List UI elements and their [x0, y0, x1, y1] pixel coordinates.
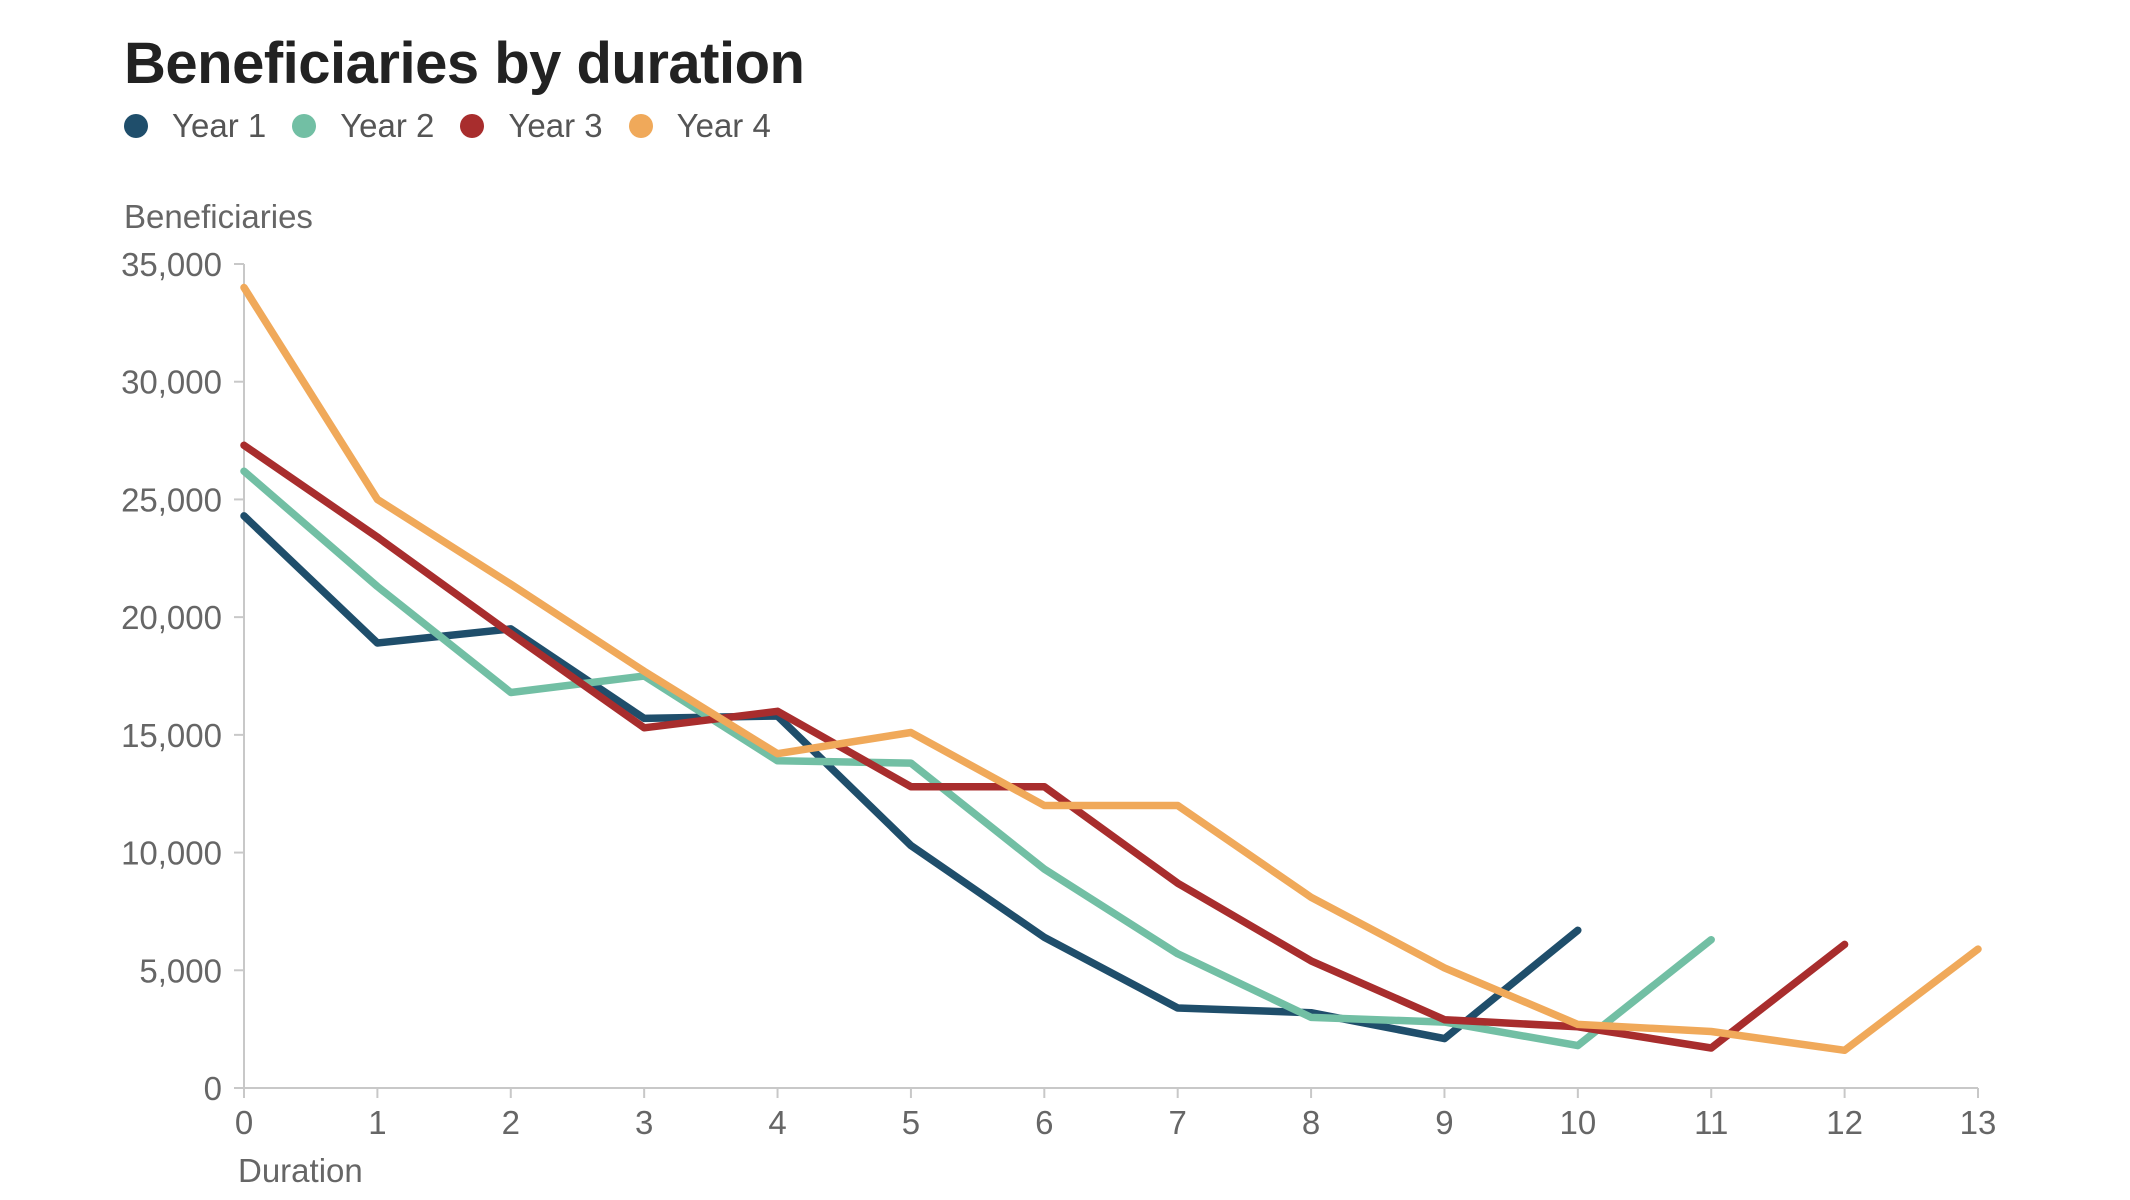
- x-tick-label: 9: [1435, 1104, 1453, 1141]
- legend-label: Year 1: [172, 107, 267, 144]
- series-line-year-2: [240, 467, 1715, 1050]
- legend-item-year-4: Year 4: [628, 107, 771, 145]
- series-line-year-3: [240, 441, 1849, 1052]
- y-tick-label: 35,000: [121, 246, 222, 283]
- y-tick-label: 0: [204, 1070, 222, 1107]
- legend-swatch: [460, 114, 485, 138]
- x-tick-label: 13: [1960, 1104, 1997, 1141]
- legend-item-year-2: Year 2: [292, 107, 434, 145]
- legend-label: Year 2: [340, 107, 435, 144]
- legend-swatch: [628, 114, 653, 138]
- legend-item-year-1: Year 1: [124, 107, 266, 145]
- y-tick-label: 15,000: [121, 717, 222, 754]
- series-line-year-1: [240, 512, 1582, 1043]
- x-tick-label: 2: [502, 1104, 520, 1141]
- legend-swatch: [124, 114, 148, 138]
- y-axis-title: Beneficiaries: [124, 198, 313, 235]
- x-tick-label: 6: [1035, 1104, 1053, 1141]
- y-tick-label: 5,000: [139, 952, 222, 989]
- x-tick-label: 3: [635, 1104, 653, 1141]
- x-tick-label: 0: [235, 1104, 253, 1141]
- x-tick-label: 7: [1169, 1104, 1187, 1141]
- y-tick-label: 25,000: [121, 481, 222, 518]
- y-tick-label: 10,000: [121, 835, 222, 872]
- x-axis: 0 1 2 3 4 5 6 7 8 9 10 11 12 13: [235, 1087, 1997, 1141]
- y-axis: 0 5,000 10,000 15,000 20,000 25,000 30,000 35,0…: [121, 246, 245, 1107]
- y-tick-label: 30,000: [121, 364, 222, 401]
- x-tick-label: 4: [768, 1104, 786, 1141]
- x-tick-label: 12: [1826, 1104, 1863, 1141]
- series-line-year-4: [240, 283, 1982, 1055]
- legend-item-year-3: Year 3: [460, 107, 603, 145]
- x-tick-label: 8: [1302, 1104, 1320, 1141]
- legend-label: Year 3: [508, 107, 603, 144]
- legend-swatch: [292, 114, 317, 138]
- chart-title: Beneficiaries by duration: [124, 31, 805, 96]
- chart-legend: Year 1 Year 2 Year 3 Year 4: [124, 104, 797, 148]
- x-tick-label: 10: [1559, 1104, 1596, 1141]
- x-tick-label: 1: [368, 1104, 386, 1141]
- y-tick-label: 20,000: [121, 599, 222, 636]
- x-tick-label: 5: [902, 1104, 920, 1141]
- x-axis-title: Duration: [238, 1152, 363, 1189]
- series-lines: [240, 283, 1982, 1055]
- x-tick-label: 11: [1694, 1104, 1728, 1141]
- legend-label: Year 4: [676, 107, 771, 144]
